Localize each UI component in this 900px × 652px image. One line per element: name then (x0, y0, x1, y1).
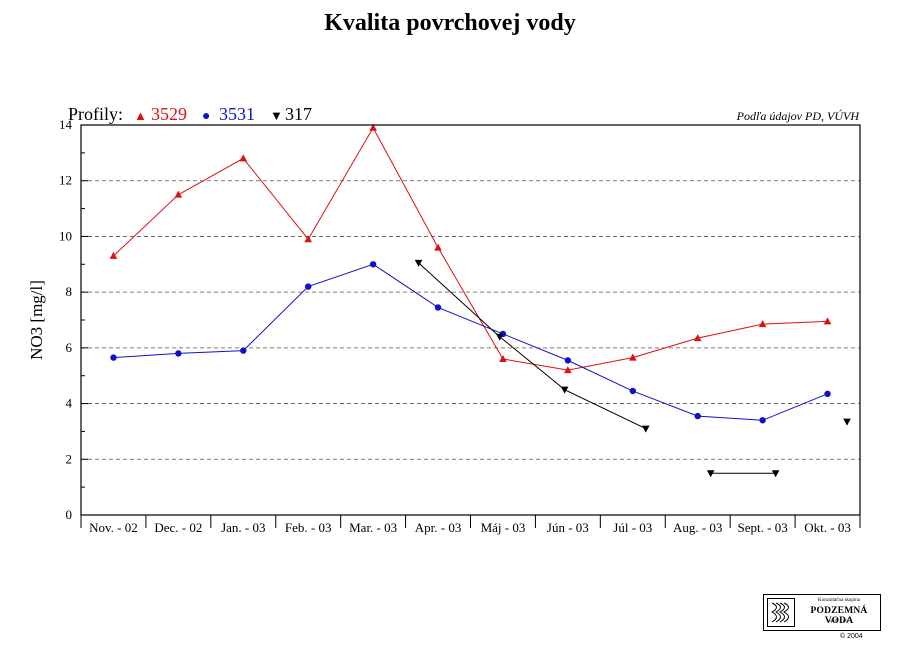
grid-lines (81, 180, 860, 460)
y-axis-label: NO3 [mg/l] (27, 280, 46, 360)
y-tick-label: 0 (66, 507, 73, 522)
x-tick-label: Jún - 03 (547, 520, 589, 535)
x-tick-label: Sept. - 03 (738, 520, 788, 535)
source-note: Podľa údajov PD, VÚVH (736, 109, 861, 123)
point-3529 (499, 355, 507, 362)
point-3529 (239, 154, 248, 162)
copyright-text: © 2004 (840, 633, 863, 640)
point-3531 (240, 347, 247, 354)
point-3529 (823, 317, 832, 325)
point-3529 (304, 235, 313, 243)
point-3529 (369, 123, 377, 131)
x-tick-label: Júl - 03 (613, 520, 652, 535)
x-tick-label: Feb. - 03 (285, 520, 332, 535)
point-3529 (434, 243, 442, 251)
series-line-3529 (113, 126, 828, 371)
logo-line-3: spol. s r.o. (828, 619, 850, 624)
legend-prefix: Profily: (68, 104, 123, 124)
point-3531 (110, 354, 117, 361)
y-tick-label: 6 (66, 340, 73, 355)
point-3531 (694, 412, 701, 420)
company-logo: Konzultačná skupina PODZEMNÁ VODA spol. … (763, 594, 881, 631)
legend-entry-3531: 3531 (219, 104, 255, 124)
x-tick-label: Jan. - 03 (221, 520, 265, 535)
series-line-317 (418, 262, 646, 430)
y-tick-label: 10 (59, 228, 72, 243)
x-tick-label: Mar. - 03 (349, 520, 397, 535)
legend-symbol-circle-icon: ● (202, 109, 210, 124)
x-axis: Nov. - 02 Dec. - 02 Jan. - 03 Feb. - 03 Mar.… (80, 515, 861, 535)
x-tick-label: Nov. - 02 (89, 520, 138, 535)
point-317 (641, 425, 650, 433)
series-3529 (109, 123, 832, 374)
legend-symbol-triangle-down-icon: ▼ (270, 108, 283, 123)
logo-line-2: PODZEMNÁ VODA (810, 606, 868, 626)
point-317 (771, 470, 780, 478)
point-317 (706, 470, 715, 478)
legend-entry-317: 317 (285, 104, 312, 124)
logo-mark-icon (767, 598, 795, 627)
x-tick-label: Apr. - 03 (415, 520, 462, 535)
y-tick-label: 12 (59, 173, 72, 188)
x-tick-label: Máj - 03 (481, 520, 526, 535)
x-tick-label: Aug. - 03 (673, 520, 722, 535)
x-tick-label: Okt. - 03 (804, 520, 851, 535)
point-3531 (369, 261, 377, 268)
y-tick-label: 4 (66, 396, 73, 411)
point-3529 (628, 353, 637, 361)
point-317 (843, 418, 851, 426)
y-tick-label: 8 (66, 284, 73, 299)
point-3531 (824, 390, 831, 398)
point-3531 (629, 387, 636, 395)
point-317 (560, 386, 569, 394)
page-title: Kvalita povrchovej vody (324, 10, 576, 36)
point-3531 (434, 304, 442, 311)
y-axis: 0 2 4 6 8 10 12 14 (59, 117, 88, 522)
point-3529 (693, 334, 702, 342)
legend-symbol-triangle-up-icon: ▲ (134, 108, 147, 123)
point-3529 (564, 366, 572, 374)
point-3529 (109, 251, 118, 259)
point-3531 (305, 283, 312, 290)
x-tick-label: Dec. - 02 (154, 520, 202, 535)
series-3531 (110, 261, 831, 424)
series-line-3531 (113, 263, 828, 421)
point-3529 (758, 320, 767, 328)
logo-line-1: Konzultačná skupina (817, 598, 861, 603)
series-layer (109, 123, 851, 478)
plot-frame (80, 124, 861, 516)
y-tick-label: 2 (66, 451, 73, 466)
y-tick-label: 14 (59, 117, 73, 132)
legend: Profily: ▲ 3529 ● 3531 ▼ 317 (68, 104, 312, 124)
series-317 (414, 259, 851, 478)
point-3531 (564, 357, 572, 364)
point-3529 (174, 190, 183, 198)
point-317 (495, 333, 504, 341)
legend-entry-3529: 3529 (151, 104, 187, 124)
point-3531 (759, 417, 766, 424)
point-317 (414, 259, 423, 267)
point-3531 (175, 350, 182, 357)
